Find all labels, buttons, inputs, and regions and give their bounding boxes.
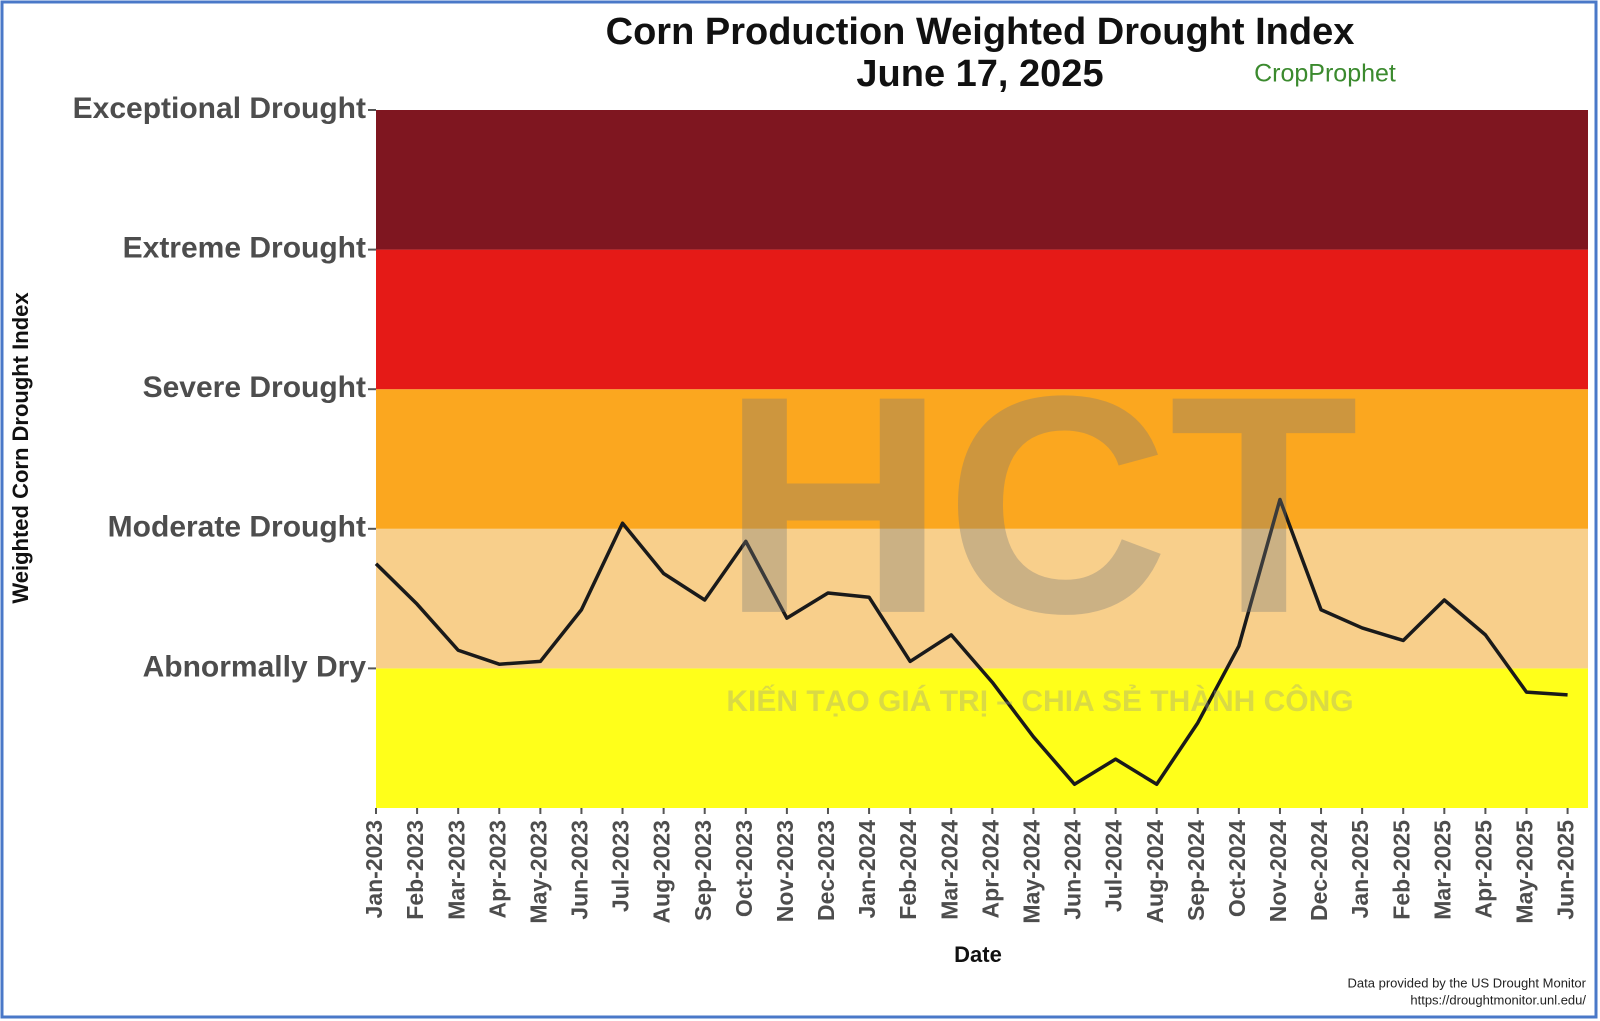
x-tick-label: Feb-2024 <box>895 820 921 920</box>
x-tick-label: Apr-2024 <box>977 820 1003 919</box>
x-tick-label: May-2025 <box>1512 820 1538 924</box>
chart-title: Corn Production Weighted Drought Index <box>606 11 1355 53</box>
chart-subtitle: June 17, 2025 <box>856 53 1103 95</box>
x-tick-label: Sep-2023 <box>690 820 716 921</box>
x-tick-label: Sep-2024 <box>1183 820 1209 921</box>
source: Data provided by the US Drought Monitor <box>1348 975 1587 990</box>
index-line <box>374 497 1568 787</box>
y-tick-label: Moderate Drought <box>108 511 366 544</box>
source: https://droughtmonitor.unl.edu/ <box>1410 992 1586 1007</box>
y-tick-label: Abnormally Dry <box>143 650 367 683</box>
watermark-slogan: KIẾN TẠO GIÁ TRỊ – CHIA SẺ THÀNH CÔNG <box>726 684 1353 718</box>
drought-band <box>376 668 1588 808</box>
drought-band <box>376 528 1588 669</box>
drought-band <box>376 389 1588 529</box>
x-tick-label: Dec-2024 <box>1306 820 1332 921</box>
x-tick-label: Feb-2025 <box>1388 820 1414 920</box>
drought-band <box>376 110 1588 250</box>
y-axis-label: Weighted Corn Drought Index <box>8 292 33 604</box>
x-tick-label: Apr-2025 <box>1470 820 1496 919</box>
x-axis-label: Date <box>954 942 1002 967</box>
x-tick-label: Aug-2024 <box>1142 820 1168 924</box>
x-tick-label: Mar-2023 <box>443 820 469 920</box>
x-tick-label: Feb-2023 <box>402 820 428 920</box>
x-tick-label: Jan-2024 <box>854 820 880 919</box>
x-tick-label: Jun-2025 <box>1553 820 1579 920</box>
x-tick-label: May-2024 <box>1019 820 1045 924</box>
x-tick-label: Jan-2025 <box>1347 820 1373 919</box>
x-tick-label: Mar-2025 <box>1429 820 1455 920</box>
x-tick-label: Oct-2024 <box>1224 820 1250 917</box>
y-tick-label: Severe Drought <box>143 371 366 404</box>
x-tick-label: Apr-2023 <box>484 820 510 918</box>
y-tick-label: Exceptional Drought <box>73 92 366 125</box>
x-tick-label: Jul-2023 <box>608 820 634 912</box>
logo: CropProphet <box>1254 60 1396 88</box>
x-tick-label: Jun-2023 <box>567 820 593 920</box>
drought-band <box>376 249 1588 390</box>
x-tick-label: Mar-2024 <box>936 820 962 920</box>
x-tick-label: Dec-2023 <box>813 820 839 921</box>
x-tick-label: May-2023 <box>525 820 551 924</box>
x-tick-label: Nov-2024 <box>1265 820 1291 922</box>
x-tick-label: Nov-2023 <box>772 820 798 922</box>
x-tick-label: Oct-2023 <box>731 820 757 917</box>
x-tick-label: Jun-2024 <box>1060 820 1086 920</box>
x-tick-label: Jul-2024 <box>1101 820 1127 912</box>
x-tick-label: Jan-2023 <box>361 820 387 918</box>
watermark: HCT <box>721 331 1358 678</box>
x-tick-label: Aug-2023 <box>649 820 675 924</box>
y-tick-label: Extreme Drought <box>123 232 366 265</box>
